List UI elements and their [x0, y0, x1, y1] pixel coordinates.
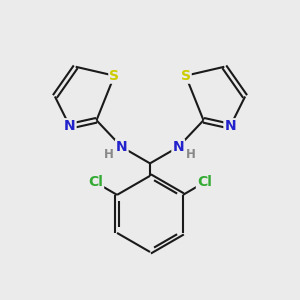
- Text: S: S: [109, 69, 119, 83]
- Text: Cl: Cl: [88, 175, 103, 189]
- Text: N: N: [224, 119, 236, 133]
- Text: H: H: [186, 148, 196, 161]
- Text: S: S: [181, 69, 191, 83]
- Text: Cl: Cl: [197, 175, 212, 189]
- Text: H: H: [104, 148, 114, 161]
- Text: N: N: [64, 119, 76, 133]
- Text: N: N: [116, 140, 128, 154]
- Text: N: N: [172, 140, 184, 154]
